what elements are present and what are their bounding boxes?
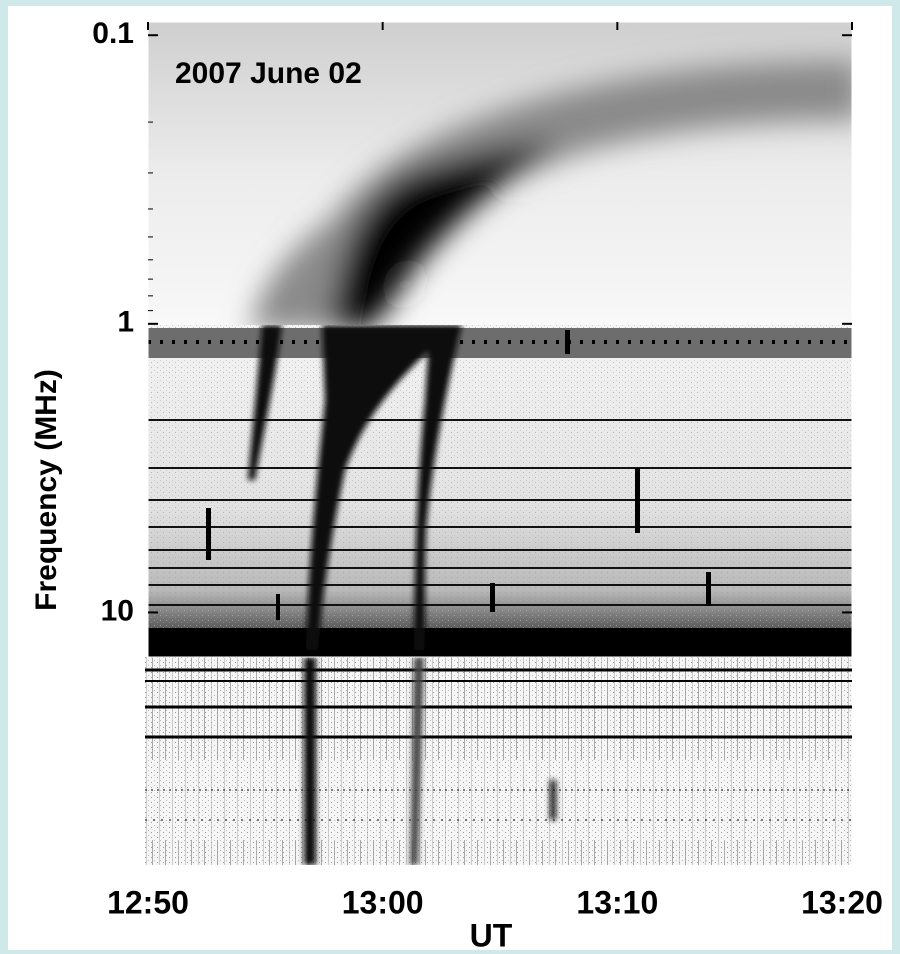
minor-ticks [148,121,153,312]
chart-title: 2007 June 02 [175,57,362,90]
x-axis-label: UT [470,917,513,953]
axis-frame [147,21,853,658]
y-tick-label: 10 [101,594,134,627]
x-tick-label: 12:50 [107,884,189,920]
y-tick-label: 0.1 [92,17,134,50]
y-tick-label: 1 [117,306,134,339]
spectrum-middle [148,325,852,657]
spectrum-bottom [145,657,852,865]
y-axis-label: Frequency (MHz) [30,369,63,611]
spectrum-top [148,22,852,325]
x-tick-label: 13:00 [342,884,424,920]
x-tick-label: 13:20 [801,884,883,920]
x-tick-label: 13:10 [576,884,658,920]
